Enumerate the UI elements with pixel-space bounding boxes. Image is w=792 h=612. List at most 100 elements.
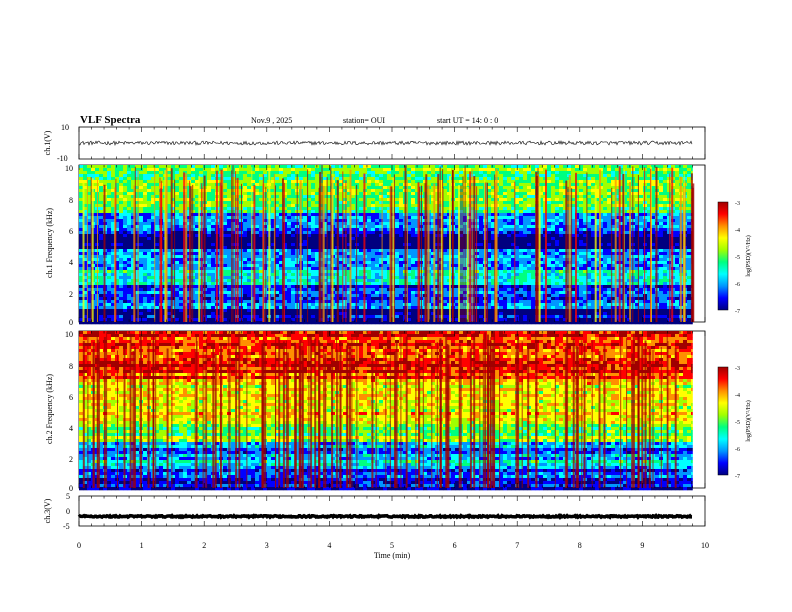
spectrogram-cell bbox=[271, 237, 276, 241]
spectrogram-cell bbox=[259, 210, 264, 214]
spectrogram-cell bbox=[287, 237, 292, 241]
spectrogram-cell bbox=[119, 261, 124, 265]
spectrogram-cell bbox=[599, 240, 604, 244]
spectrogram-cell bbox=[99, 243, 104, 247]
spectrogram-cell bbox=[415, 177, 420, 181]
spectrogram-cell bbox=[219, 165, 224, 169]
spectrogram-cell bbox=[603, 192, 608, 196]
spectrogram-cell bbox=[83, 213, 88, 217]
spectrogram-cell bbox=[227, 234, 232, 238]
spectrogram-cell bbox=[467, 255, 472, 259]
spectrogram-cell bbox=[587, 186, 592, 190]
spectrogram-cell bbox=[207, 255, 212, 259]
spectrogram-cell bbox=[607, 165, 612, 169]
spectrogram-cell bbox=[155, 258, 160, 262]
spectrogram-cell bbox=[519, 165, 524, 169]
spectrogram-cell bbox=[491, 168, 496, 172]
spectrogram-cell bbox=[507, 243, 512, 247]
spectrogram-cell bbox=[687, 174, 692, 178]
spectrogram-cell bbox=[307, 216, 312, 220]
spectrogram-cell bbox=[271, 213, 276, 217]
spectrogram-cell bbox=[167, 225, 172, 229]
spectrogram-cell bbox=[527, 225, 532, 229]
spectrogram-cell bbox=[431, 219, 436, 223]
spectrogram-cell bbox=[595, 198, 600, 202]
spectrogram-cell bbox=[307, 183, 312, 187]
spectrogram-cell bbox=[367, 231, 372, 235]
spectrogram-cell bbox=[651, 255, 656, 259]
spectrogram-cell bbox=[359, 222, 364, 226]
spectrogram-cell bbox=[279, 189, 284, 193]
spectrogram-cell bbox=[119, 225, 124, 229]
spectrogram-cell bbox=[419, 180, 424, 184]
spectrogram-cell bbox=[551, 192, 556, 196]
spectrogram-cell bbox=[147, 183, 152, 187]
spectrogram-cell bbox=[455, 210, 460, 214]
spectrogram-cell bbox=[179, 249, 184, 253]
spectrogram-cell bbox=[155, 198, 160, 202]
spectrogram-cell bbox=[443, 195, 448, 199]
spectrogram-cell bbox=[123, 195, 128, 199]
spectrogram-cell bbox=[499, 231, 504, 235]
spectrogram-cell bbox=[311, 195, 316, 199]
spectrogram-cell bbox=[459, 168, 464, 172]
spectrogram-cell bbox=[619, 183, 624, 187]
spectrogram-cell bbox=[635, 186, 640, 190]
spectrogram-cell bbox=[375, 234, 380, 238]
spectrogram-cell bbox=[623, 189, 628, 193]
spectrogram-cell bbox=[251, 252, 256, 256]
spectrogram-cell bbox=[679, 171, 684, 175]
spectrogram-cell bbox=[523, 177, 528, 181]
spectrogram-cell bbox=[663, 243, 668, 247]
spectrogram-cell bbox=[327, 186, 332, 190]
spectrogram-cell bbox=[467, 216, 472, 220]
spectrogram-cell bbox=[303, 207, 308, 211]
spectrogram-cell bbox=[255, 207, 260, 211]
spectrogram-cell bbox=[379, 180, 384, 184]
spectrogram-cell bbox=[191, 177, 196, 181]
spectrogram-cell bbox=[367, 225, 372, 229]
spectrogram-cell bbox=[523, 252, 528, 256]
spectrogram-cell bbox=[183, 207, 188, 211]
spectrogram-cell bbox=[615, 237, 620, 241]
spectrogram-cell bbox=[491, 207, 496, 211]
spectrogram-cell bbox=[147, 246, 152, 250]
spectrogram-cell bbox=[607, 225, 612, 229]
spectrogram-cell bbox=[439, 177, 444, 181]
spectrogram-cell bbox=[563, 165, 568, 169]
spectrogram-cell bbox=[467, 231, 472, 235]
spectrogram-cell bbox=[531, 174, 536, 178]
spectrogram-cell bbox=[467, 183, 472, 187]
spectrogram-cell bbox=[615, 180, 620, 184]
spectrogram-cell bbox=[475, 195, 480, 199]
spectrogram-cell bbox=[227, 219, 232, 223]
spectrogram-cell bbox=[599, 195, 604, 199]
spectrogram-cell bbox=[547, 207, 552, 211]
spectrogram-cell bbox=[155, 243, 160, 247]
spectrogram-cell bbox=[303, 168, 308, 172]
spectrogram-cell bbox=[659, 186, 664, 190]
spectrogram-cell bbox=[275, 258, 280, 262]
spectrogram-cell bbox=[223, 204, 228, 208]
spectrogram-cell bbox=[483, 168, 488, 172]
spectrogram-cell bbox=[639, 180, 644, 184]
spectrogram-cell bbox=[355, 228, 360, 232]
spectrogram-cell bbox=[207, 198, 212, 202]
spectrogram-cell bbox=[639, 228, 644, 232]
spectrogram-cell bbox=[195, 201, 200, 205]
spectrogram-cell bbox=[675, 171, 680, 175]
spectrogram-cell bbox=[87, 261, 92, 265]
spectrogram-cell bbox=[459, 183, 464, 187]
spectrogram-cell bbox=[523, 249, 528, 253]
spectrogram-cell bbox=[623, 186, 628, 190]
spectrogram-cell bbox=[291, 216, 296, 220]
spectrogram-cell bbox=[351, 189, 356, 193]
spectrogram-cell bbox=[591, 183, 596, 187]
spectrogram-cell bbox=[323, 252, 328, 256]
spectrogram-cell bbox=[667, 192, 672, 196]
spectrogram-cell bbox=[171, 165, 176, 169]
spectrogram-cell bbox=[223, 261, 228, 265]
spectrogram-cell bbox=[511, 252, 516, 256]
spectrogram-cell bbox=[223, 195, 228, 199]
spectrogram-cell bbox=[499, 246, 504, 250]
